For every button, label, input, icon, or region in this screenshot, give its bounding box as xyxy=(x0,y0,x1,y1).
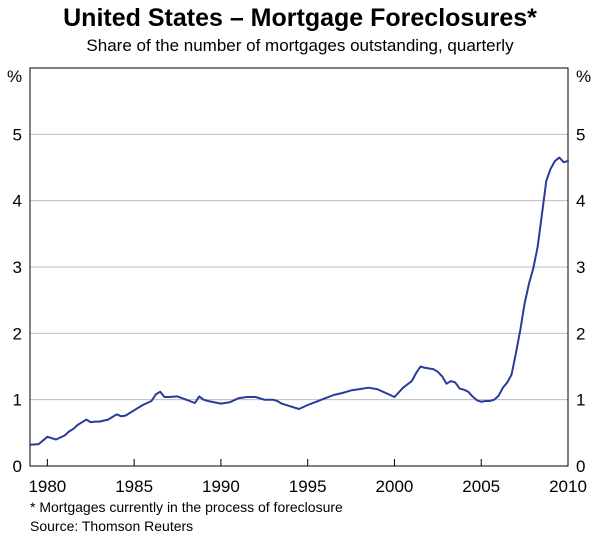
x-tick-label: 2005 xyxy=(462,477,500,496)
y-axis-unit-left: % xyxy=(7,67,22,86)
series-line xyxy=(29,156,569,446)
y-tick-label-right: 0 xyxy=(576,457,585,476)
y-tick-label-right: 5 xyxy=(576,125,585,144)
y-tick-label-left: 5 xyxy=(13,125,22,144)
y-tick-label-left: 0 xyxy=(13,457,22,476)
y-tick-label-right: 2 xyxy=(576,324,585,343)
plot-frame xyxy=(29,67,569,467)
x-tick-label: 1985 xyxy=(115,477,153,496)
line-chart: 0 0 1 1 2 2 3 3 4 4 5 5 1980 1985 1990 1995 2000 2005 2010… xyxy=(7,67,591,496)
chart-title: United States – Mortgage Foreclosures* xyxy=(63,4,537,32)
y-tick-label-left: 4 xyxy=(13,192,22,211)
footnote: * Mortgages currently in the process of … xyxy=(30,499,343,515)
x-tick-label: 1995 xyxy=(289,477,327,496)
y-axis-unit-right: % xyxy=(576,67,591,86)
source-note: Source: Thomson Reuters xyxy=(30,518,194,534)
y-tick-label-left: 1 xyxy=(13,391,22,410)
y-tick-label-right: 4 xyxy=(576,192,585,211)
y-tick-label-left: 2 xyxy=(13,324,22,343)
x-tick-label: 2010 xyxy=(549,477,587,496)
y-tick-label-right: 3 xyxy=(576,258,585,277)
x-tick-label: 1980 xyxy=(28,477,66,496)
chart-subtitle: Share of the number of mortgages outstan… xyxy=(86,36,514,55)
x-tick-label: 2000 xyxy=(376,477,414,496)
y-tick-label-right: 1 xyxy=(576,391,585,410)
y-tick-label-left: 3 xyxy=(13,258,22,277)
x-tick-label: 1990 xyxy=(202,477,240,496)
